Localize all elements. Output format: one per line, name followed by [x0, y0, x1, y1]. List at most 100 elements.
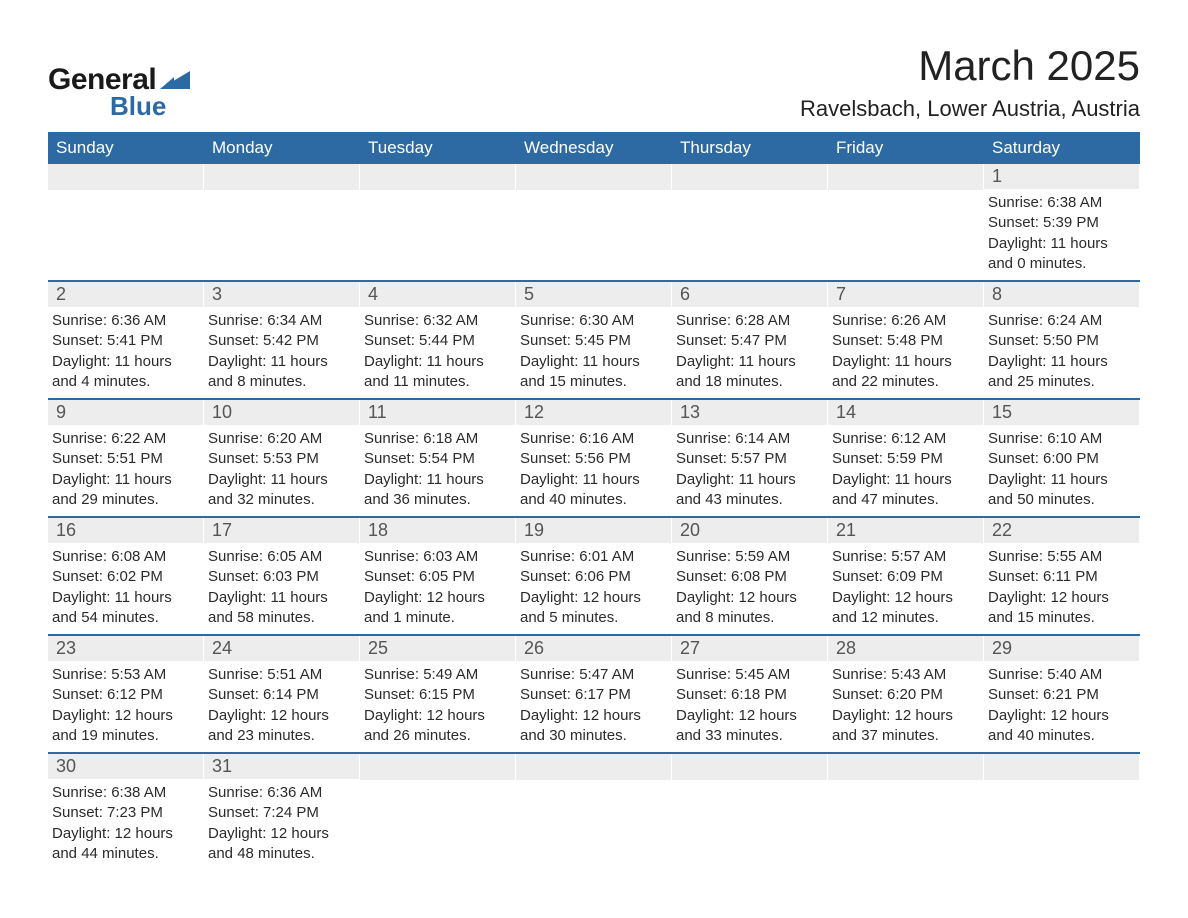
day-number — [828, 164, 984, 190]
day-cell: 7Sunrise: 6:26 AMSunset: 5:48 PMDaylight… — [828, 281, 984, 399]
day-data: Sunrise: 6:24 AMSunset: 5:50 PMDaylight:… — [984, 307, 1140, 398]
day-data: Sunrise: 6:05 AMSunset: 6:03 PMDaylight:… — [204, 543, 360, 634]
day-data: Sunrise: 6:38 AMSunset: 7:23 PMDaylight:… — [48, 779, 204, 870]
day-header: Wednesday — [516, 132, 672, 164]
brand-logo: General Blue — [48, 63, 190, 122]
day-cell: 19Sunrise: 6:01 AMSunset: 6:06 PMDayligh… — [516, 517, 672, 635]
day-cell — [204, 164, 360, 281]
day-cell: 30Sunrise: 6:38 AMSunset: 7:23 PMDayligh… — [48, 753, 204, 870]
day-cell: 10Sunrise: 6:20 AMSunset: 5:53 PMDayligh… — [204, 399, 360, 517]
table-row: 2Sunrise: 6:36 AMSunset: 5:41 PMDaylight… — [48, 281, 1140, 399]
day-cell: 3Sunrise: 6:34 AMSunset: 5:42 PMDaylight… — [204, 281, 360, 399]
day-number — [48, 164, 204, 190]
table-row: 9Sunrise: 6:22 AMSunset: 5:51 PMDaylight… — [48, 399, 1140, 517]
day-data: Sunrise: 6:22 AMSunset: 5:51 PMDaylight:… — [48, 425, 204, 516]
day-number: 2 — [48, 282, 204, 307]
day-data: Sunrise: 5:45 AMSunset: 6:18 PMDaylight:… — [672, 661, 828, 752]
day-data: Sunrise: 6:36 AMSunset: 5:41 PMDaylight:… — [48, 307, 204, 398]
day-cell — [828, 164, 984, 281]
day-data: Sunrise: 5:57 AMSunset: 6:09 PMDaylight:… — [828, 543, 984, 634]
day-number: 26 — [516, 636, 672, 661]
table-row: 30Sunrise: 6:38 AMSunset: 7:23 PMDayligh… — [48, 753, 1140, 870]
day-number: 16 — [48, 518, 204, 543]
day-data: Sunrise: 6:30 AMSunset: 5:45 PMDaylight:… — [516, 307, 672, 398]
day-data: Sunrise: 5:59 AMSunset: 6:08 PMDaylight:… — [672, 543, 828, 634]
day-number: 27 — [672, 636, 828, 661]
day-number — [516, 164, 672, 190]
day-cell: 8Sunrise: 6:24 AMSunset: 5:50 PMDaylight… — [984, 281, 1140, 399]
day-cell: 26Sunrise: 5:47 AMSunset: 6:17 PMDayligh… — [516, 635, 672, 753]
day-number: 30 — [48, 754, 204, 779]
day-number: 3 — [204, 282, 360, 307]
table-row: 23Sunrise: 5:53 AMSunset: 6:12 PMDayligh… — [48, 635, 1140, 753]
day-cell: 18Sunrise: 6:03 AMSunset: 6:05 PMDayligh… — [360, 517, 516, 635]
day-data: Sunrise: 5:55 AMSunset: 6:11 PMDaylight:… — [984, 543, 1140, 634]
day-number — [360, 754, 516, 780]
day-number — [516, 754, 672, 780]
day-data: Sunrise: 6:10 AMSunset: 6:00 PMDaylight:… — [984, 425, 1140, 516]
day-number: 8 — [984, 282, 1140, 307]
day-cell: 9Sunrise: 6:22 AMSunset: 5:51 PMDaylight… — [48, 399, 204, 517]
day-cell: 13Sunrise: 6:14 AMSunset: 5:57 PMDayligh… — [672, 399, 828, 517]
day-cell: 15Sunrise: 6:10 AMSunset: 6:00 PMDayligh… — [984, 399, 1140, 517]
day-number — [828, 754, 984, 780]
day-cell: 4Sunrise: 6:32 AMSunset: 5:44 PMDaylight… — [360, 281, 516, 399]
day-cell: 17Sunrise: 6:05 AMSunset: 6:03 PMDayligh… — [204, 517, 360, 635]
day-number: 10 — [204, 400, 360, 425]
day-number — [360, 164, 516, 190]
day-data: Sunrise: 5:49 AMSunset: 6:15 PMDaylight:… — [360, 661, 516, 752]
day-cell — [828, 753, 984, 870]
day-cell — [984, 753, 1140, 870]
day-data: Sunrise: 5:51 AMSunset: 6:14 PMDaylight:… — [204, 661, 360, 752]
day-number: 19 — [516, 518, 672, 543]
day-number: 22 — [984, 518, 1140, 543]
day-cell: 2Sunrise: 6:36 AMSunset: 5:41 PMDaylight… — [48, 281, 204, 399]
day-number: 21 — [828, 518, 984, 543]
day-number: 4 — [360, 282, 516, 307]
day-number — [672, 754, 828, 780]
day-cell: 1Sunrise: 6:38 AMSunset: 5:39 PMDaylight… — [984, 164, 1140, 281]
day-cell — [672, 164, 828, 281]
day-number: 20 — [672, 518, 828, 543]
day-cell: 27Sunrise: 5:45 AMSunset: 6:18 PMDayligh… — [672, 635, 828, 753]
day-cell — [516, 753, 672, 870]
day-cell: 5Sunrise: 6:30 AMSunset: 5:45 PMDaylight… — [516, 281, 672, 399]
day-cell: 23Sunrise: 5:53 AMSunset: 6:12 PMDayligh… — [48, 635, 204, 753]
title-block: March 2025 Ravelsbach, Lower Austria, Au… — [800, 42, 1140, 122]
day-number: 28 — [828, 636, 984, 661]
day-number — [984, 754, 1140, 780]
brand-part2: Blue — [110, 91, 190, 122]
day-number: 9 — [48, 400, 204, 425]
day-header-row: SundayMondayTuesdayWednesdayThursdayFrid… — [48, 132, 1140, 164]
header: General Blue March 2025 Ravelsbach, Lowe… — [48, 42, 1140, 122]
day-cell: 20Sunrise: 5:59 AMSunset: 6:08 PMDayligh… — [672, 517, 828, 635]
day-header: Tuesday — [360, 132, 516, 164]
day-number — [672, 164, 828, 190]
day-data: Sunrise: 5:53 AMSunset: 6:12 PMDaylight:… — [48, 661, 204, 752]
page-title: March 2025 — [800, 42, 1140, 90]
day-cell: 28Sunrise: 5:43 AMSunset: 6:20 PMDayligh… — [828, 635, 984, 753]
day-cell: 6Sunrise: 6:28 AMSunset: 5:47 PMDaylight… — [672, 281, 828, 399]
day-cell: 16Sunrise: 6:08 AMSunset: 6:02 PMDayligh… — [48, 517, 204, 635]
day-data: Sunrise: 6:12 AMSunset: 5:59 PMDaylight:… — [828, 425, 984, 516]
day-data: Sunrise: 6:26 AMSunset: 5:48 PMDaylight:… — [828, 307, 984, 398]
day-cell — [48, 164, 204, 281]
day-data: Sunrise: 6:20 AMSunset: 5:53 PMDaylight:… — [204, 425, 360, 516]
day-data: Sunrise: 5:43 AMSunset: 6:20 PMDaylight:… — [828, 661, 984, 752]
day-number: 7 — [828, 282, 984, 307]
day-cell — [672, 753, 828, 870]
day-header: Monday — [204, 132, 360, 164]
day-cell: 29Sunrise: 5:40 AMSunset: 6:21 PMDayligh… — [984, 635, 1140, 753]
day-cell: 21Sunrise: 5:57 AMSunset: 6:09 PMDayligh… — [828, 517, 984, 635]
day-cell: 31Sunrise: 6:36 AMSunset: 7:24 PMDayligh… — [204, 753, 360, 870]
day-number: 25 — [360, 636, 516, 661]
day-cell: 14Sunrise: 6:12 AMSunset: 5:59 PMDayligh… — [828, 399, 984, 517]
day-header: Sunday — [48, 132, 204, 164]
brand-mark-icon — [160, 67, 190, 94]
day-data: Sunrise: 6:38 AMSunset: 5:39 PMDaylight:… — [984, 189, 1140, 280]
day-data: Sunrise: 6:16 AMSunset: 5:56 PMDaylight:… — [516, 425, 672, 516]
day-data: Sunrise: 6:14 AMSunset: 5:57 PMDaylight:… — [672, 425, 828, 516]
day-number: 23 — [48, 636, 204, 661]
day-number: 31 — [204, 754, 360, 779]
day-data: Sunrise: 6:18 AMSunset: 5:54 PMDaylight:… — [360, 425, 516, 516]
